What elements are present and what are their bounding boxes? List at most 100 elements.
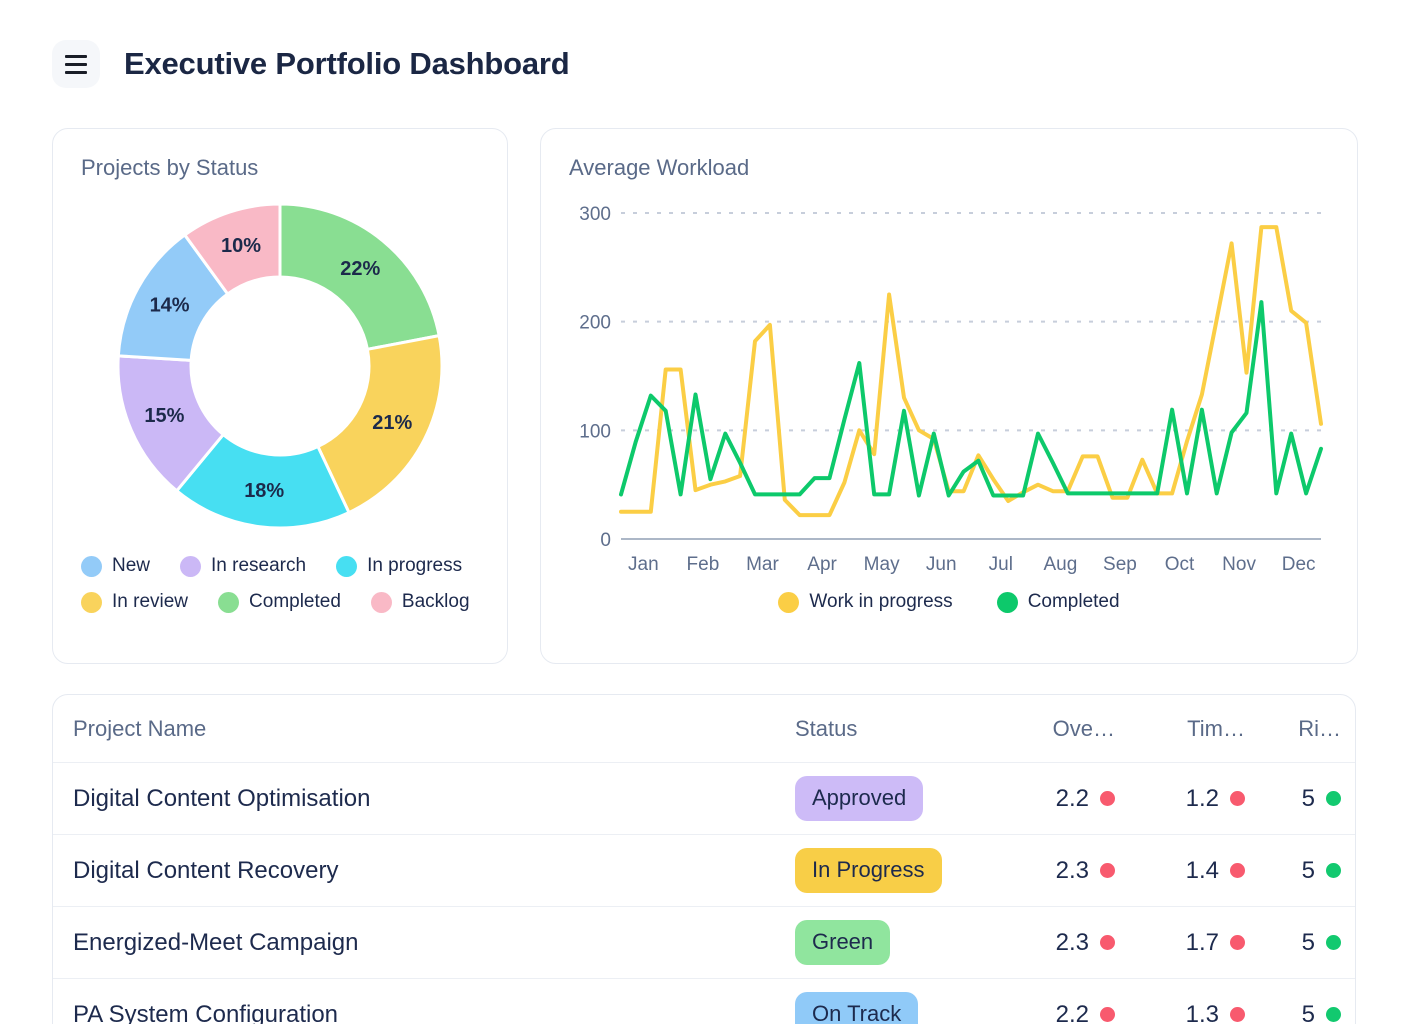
x-tick-label-apr: Apr — [807, 554, 837, 575]
metric-status-dot — [1230, 935, 1245, 950]
donut-slice-percent-label: 21% — [372, 412, 412, 434]
y-tick-label: 300 — [579, 204, 611, 225]
table-row[interactable]: PA System Configuration On Track 2.2 1.3 5 — [53, 979, 1355, 1024]
metric-status-dot — [1326, 863, 1341, 878]
x-tick-label-nov: Nov — [1222, 554, 1256, 575]
column-header-tim[interactable]: Tim… — [1187, 715, 1245, 741]
legend-row: New In research In progress — [81, 555, 479, 577]
donut-slice-percent-label: 22% — [340, 258, 380, 280]
project-name-cell: Energized-Meet Campaign — [73, 928, 359, 956]
status-cell: On Track — [795, 992, 995, 1024]
metric-value: 2.2 — [1055, 1000, 1089, 1024]
metric-cell-1: 1.7 — [1115, 929, 1245, 957]
x-tick-label-feb: Feb — [687, 554, 720, 575]
project-name-cell: Digital Content Optimisation — [73, 784, 371, 812]
metric-cell-0: 2.2 — [995, 785, 1115, 813]
metric-status-dot — [1230, 1007, 1245, 1022]
status-cell: Approved — [795, 776, 995, 821]
metric-status-dot — [1100, 1007, 1115, 1022]
donut-slice-percent-label: 10% — [221, 235, 261, 257]
legend-item-in-research[interactable]: In research — [180, 555, 306, 577]
metric-cell-2: 5 — [1245, 1001, 1341, 1024]
legend-row: In review Completed Backlog — [81, 591, 479, 613]
metric-status-dot — [1230, 791, 1245, 806]
projects-by-status-card: Projects by Status 22% 21% 18% 15% 14% 10% Ne… — [52, 128, 508, 664]
donut-slice-percent-label: 15% — [144, 405, 184, 427]
hamburger-icon — [65, 54, 87, 74]
metric-cell-1: 1.4 — [1115, 857, 1245, 885]
metric-status-dot — [1100, 935, 1115, 950]
table-header-row: Project Name Status Ove… Tim… Ri… — [53, 695, 1355, 763]
metric-value: 1.3 — [1185, 1000, 1219, 1024]
metric-cell-2: 5 — [1245, 929, 1341, 957]
legend-color-dot — [778, 591, 800, 613]
table-body: Digital Content Optimisation Approved 2.2 1… — [53, 763, 1355, 1024]
average-workload-line-chart: 300 200 100 0 Jan Feb Mar Apr May Jun Jul Aug Sep Oct… — [579, 204, 1323, 575]
legend-label: In progress — [367, 555, 463, 576]
metric-value: 1.7 — [1185, 928, 1219, 956]
y-tick-label: 0 — [600, 530, 611, 551]
legend-item-work-in-progress[interactable]: Work in progress — [778, 591, 953, 613]
workload-chart-legend: Work in progress Completed — [569, 591, 1329, 613]
x-tick-label-sep: Sep — [1103, 554, 1137, 575]
menu-button[interactable] — [52, 40, 100, 88]
metric-cell-1: 1.2 — [1115, 785, 1245, 813]
metric-status-dot — [1326, 935, 1341, 950]
status-cell: Green — [795, 920, 995, 965]
x-tick-label-aug: Aug — [1043, 554, 1077, 575]
donut-slice-in-review — [316, 334, 444, 515]
status-badge: Green — [795, 920, 891, 965]
metric-value: 1.2 — [1185, 784, 1219, 812]
legend-item-completed[interactable]: Completed — [218, 591, 341, 613]
x-tick-label-jul: Jul — [989, 554, 1013, 575]
legend-item-completed[interactable]: Completed — [996, 591, 1120, 613]
status-badge: On Track — [795, 992, 919, 1024]
metric-value: 1.4 — [1185, 856, 1219, 884]
metric-status-dot — [1326, 791, 1341, 806]
legend-label: Work in progress — [809, 591, 953, 612]
status-chart-legend: New In research In progress In review Comple… — [81, 555, 479, 613]
legend-label: Completed — [249, 591, 341, 612]
metric-cell-0: 2.3 — [995, 929, 1115, 957]
column-header-project-name[interactable]: Project Name — [73, 715, 207, 741]
legend-label: Completed — [1027, 591, 1120, 612]
metric-status-dot — [1326, 1007, 1341, 1022]
legend-item-in-progress[interactable]: In progress — [336, 555, 462, 577]
legend-label: New — [112, 555, 151, 576]
x-tick-label-may: May — [864, 554, 900, 575]
metric-cell-0: 2.3 — [995, 857, 1115, 885]
topbar: Executive Portfolio Dashboard — [52, 40, 1356, 88]
column-header-status[interactable]: Status — [795, 715, 858, 741]
legend-color-dot — [996, 591, 1018, 613]
y-tick-label: 100 — [579, 421, 611, 442]
legend-color-dot — [180, 555, 202, 577]
metric-cell-2: 5 — [1245, 857, 1341, 885]
status-card-title: Projects by Status — [81, 155, 259, 180]
workload-card-title: Average Workload — [569, 155, 750, 180]
projects-by-status-donut-chart: 22% 21% 18% 15% 14% 10% — [116, 202, 444, 530]
metric-value: 2.3 — [1055, 928, 1089, 956]
metric-status-dot — [1230, 863, 1245, 878]
project-name-cell: Digital Content Recovery — [73, 856, 339, 884]
legend-item-in-review[interactable]: In review — [81, 591, 188, 613]
legend-item-new[interactable]: New — [81, 555, 150, 577]
legend-color-dot — [370, 591, 392, 613]
table-row[interactable]: Energized-Meet Campaign Green 2.3 1.7 5 — [53, 907, 1355, 979]
legend-color-dot — [218, 591, 240, 613]
legend-item-backlog[interactable]: Backlog — [370, 591, 470, 613]
table-row[interactable]: Digital Content Optimisation Approved 2.2 1… — [53, 763, 1355, 835]
status-badge: Approved — [795, 776, 924, 821]
y-tick-label: 200 — [579, 313, 611, 334]
column-header-ove[interactable]: Ove… — [1052, 715, 1115, 741]
status-badge: In Progress — [795, 848, 942, 893]
column-header-ri[interactable]: Ri… — [1298, 715, 1341, 741]
table-row[interactable]: Digital Content Recovery In Progress 2.3 1.… — [53, 835, 1355, 907]
charts-row: Projects by Status 22% 21% 18% 15% 14% 10% Ne… — [52, 128, 1358, 664]
average-workload-card: Average Workload 300 200 100 0 Jan Feb Mar Apr M… — [540, 128, 1358, 664]
donut-slice-percent-label: 14% — [150, 294, 190, 316]
metric-cell-1: 1.3 — [1115, 1001, 1245, 1024]
metric-status-dot — [1100, 863, 1115, 878]
page-title: Executive Portfolio Dashboard — [124, 46, 570, 81]
donut-slice-backlog — [183, 202, 282, 296]
